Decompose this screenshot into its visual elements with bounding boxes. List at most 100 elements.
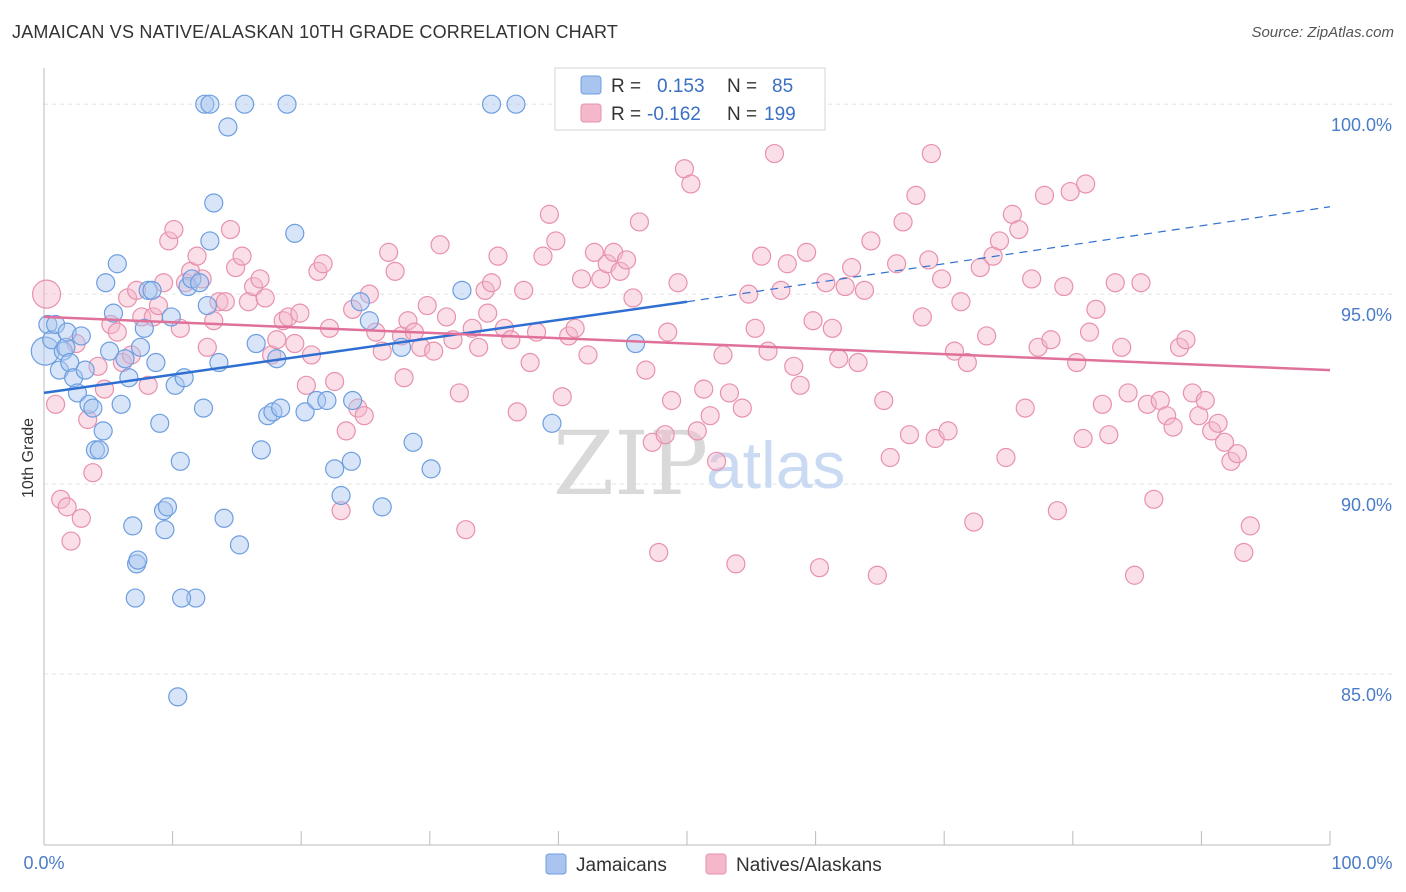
- jamaicans-point-83: [343, 390, 363, 411]
- natives-point-51: [325, 371, 345, 392]
- natives-point-33: [220, 219, 241, 240]
- jamaicans-point-11: [71, 326, 91, 346]
- natives-point-74: [469, 337, 489, 357]
- natives-point-140: [893, 212, 913, 232]
- natives-point-27: [187, 246, 207, 266]
- natives-point-98: [623, 288, 643, 308]
- jamaicans-point-62: [325, 459, 345, 479]
- natives-point-12: [107, 322, 127, 342]
- natives-point-3: [57, 497, 77, 517]
- jamaicans-point-65: [350, 292, 370, 312]
- natives-point-44: [285, 333, 305, 354]
- natives-point-149: [951, 292, 971, 312]
- natives-point-113: [719, 383, 740, 403]
- watermark-zip: ZIP: [553, 412, 708, 515]
- natives-point-121: [771, 280, 791, 300]
- natives-point-38: [250, 269, 270, 289]
- natives-point-91: [578, 345, 598, 365]
- legend-n-label-jamaicans: N =: [727, 76, 757, 97]
- jamaicans-point-30: [142, 280, 162, 300]
- natives-point-146: [932, 269, 952, 289]
- natives-point-133: [848, 352, 868, 373]
- jamaicans-point-1: [38, 314, 58, 335]
- natives-point-134: [854, 280, 875, 300]
- natives-point-170: [1086, 299, 1106, 319]
- jamaicans-point-12: [75, 360, 95, 380]
- natives-point-114: [726, 554, 746, 574]
- series-legend-label-jamaicans: Jamaicans: [576, 855, 667, 876]
- jamaicans-point-74: [542, 413, 562, 433]
- jamaicans-point-20: [103, 303, 124, 323]
- y-tick-label-90: 90.0%: [1341, 495, 1392, 515]
- natives-point-37: [244, 276, 264, 297]
- natives-point-61: [385, 261, 405, 281]
- natives-point-110: [700, 406, 720, 426]
- natives-point-173: [1105, 273, 1125, 293]
- jamaicans-point-42: [190, 273, 210, 293]
- natives-point-108: [687, 421, 707, 441]
- series-legend: Jamaicans Natives/Alaskans: [545, 853, 882, 876]
- natives-point-84: [533, 246, 553, 266]
- natives-point-132: [842, 257, 862, 278]
- natives-point-0: [31, 279, 62, 309]
- jamaicans-point-23: [115, 349, 135, 369]
- natives-point-67: [424, 341, 444, 361]
- natives-point-196: [478, 303, 498, 323]
- natives-point-165: [1054, 276, 1074, 297]
- gridlines: [44, 103, 1392, 675]
- jamaicans-point-70: [421, 459, 441, 479]
- natives-point-117: [745, 318, 765, 338]
- natives-point-125: [796, 242, 817, 262]
- natives-point-118: [751, 246, 772, 266]
- natives-point-119: [758, 341, 778, 361]
- jamaicans-trendline: [43, 300, 688, 395]
- natives-point-96: [610, 261, 630, 281]
- natives-point-46: [296, 375, 316, 395]
- natives-point-158: [1009, 219, 1029, 240]
- natives-point-156: [996, 447, 1016, 468]
- series-legend-swatch-natives: [705, 853, 727, 875]
- natives-point-85: [539, 204, 559, 224]
- natives-point-68: [430, 235, 450, 255]
- natives-point-112: [713, 345, 733, 365]
- natives-point-2: [51, 489, 71, 509]
- natives-point-8: [83, 463, 103, 483]
- natives-point-160: [1022, 269, 1042, 289]
- jamaicans-point-24: [119, 368, 139, 388]
- natives-point-137: [874, 390, 894, 411]
- natives-point-99: [629, 212, 650, 232]
- natives-point-138: [880, 447, 900, 468]
- natives-point-175: [1118, 383, 1138, 403]
- natives-alaskans-points: [31, 143, 1260, 585]
- natives-point-155: [989, 231, 1010, 251]
- natives-point-127: [809, 558, 830, 578]
- natives-point-192: [1227, 444, 1248, 464]
- natives-point-181: [1157, 406, 1177, 426]
- jamaicans-point-9: [63, 368, 84, 388]
- natives-point-135: [861, 231, 881, 251]
- natives-point-86: [546, 231, 566, 251]
- natives-point-60: [379, 242, 399, 262]
- natives-point-39: [255, 288, 275, 308]
- jamaicans-point-41: [186, 588, 206, 608]
- natives-point-90: [571, 269, 592, 289]
- natives-point-124: [790, 375, 810, 395]
- jamaicans-point-80: [125, 588, 145, 608]
- legend-n-value-natives: 199: [764, 104, 796, 125]
- natives-point-167: [1067, 352, 1087, 373]
- natives-point-194: [1240, 516, 1260, 536]
- jamaicans-point-21: [107, 254, 127, 274]
- natives-point-176: [1124, 565, 1145, 585]
- jamaicans-point-61: [317, 390, 337, 411]
- natives-point-190: [1214, 432, 1235, 452]
- natives-point-171: [1092, 394, 1112, 414]
- natives-point-141: [899, 425, 920, 445]
- jamaicans-point-3: [45, 314, 66, 335]
- natives-point-89: [565, 318, 585, 338]
- natives-point-100: [636, 360, 656, 380]
- jamaicans-point-46: [204, 193, 224, 213]
- natives-point-188: [1202, 421, 1222, 441]
- natives-point-71: [449, 383, 469, 403]
- natives-point-131: [835, 276, 855, 297]
- legend-swatch-natives: [580, 103, 602, 123]
